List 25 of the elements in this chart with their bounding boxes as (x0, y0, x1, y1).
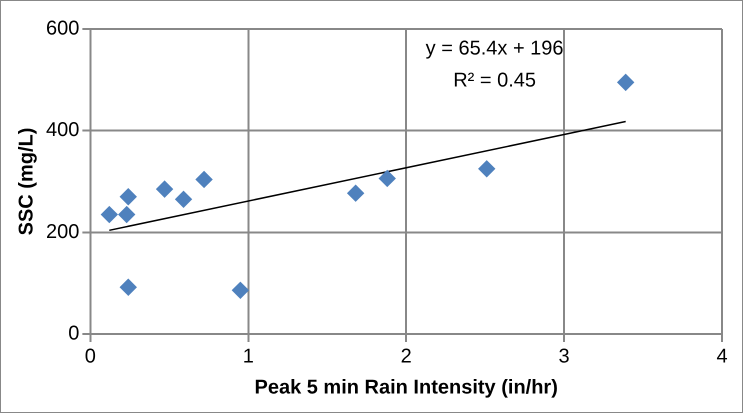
y-tick-label: 200 (46, 220, 80, 243)
y-tick-label: 400 (46, 119, 80, 142)
annotation: y = 65.4x + 196 (426, 38, 564, 60)
point (100, 206, 118, 224)
point (378, 170, 396, 187)
point (120, 278, 137, 296)
y-tick-label: 600 (46, 18, 80, 40)
point (617, 74, 634, 91)
y-axis-title: SSC (mg/L) (16, 128, 38, 236)
x-tick-label: 2 (400, 346, 412, 368)
point (156, 180, 174, 198)
point (347, 184, 364, 202)
x-tick-label: 0 (84, 346, 96, 368)
x-tick-label: 4 (716, 346, 728, 368)
point (120, 188, 137, 206)
y-tick-label: 0 (68, 322, 80, 345)
annotation: R² = 0.45 (453, 70, 536, 92)
x-tick-label: 3 (558, 346, 570, 368)
point (478, 160, 496, 178)
x-tick-label: 1 (242, 346, 254, 368)
point (232, 282, 249, 299)
point (118, 206, 136, 224)
point (196, 170, 213, 188)
point (175, 190, 192, 208)
x-axis-title: Peak 5 min Rain Intensity (in/hr) (254, 376, 558, 399)
